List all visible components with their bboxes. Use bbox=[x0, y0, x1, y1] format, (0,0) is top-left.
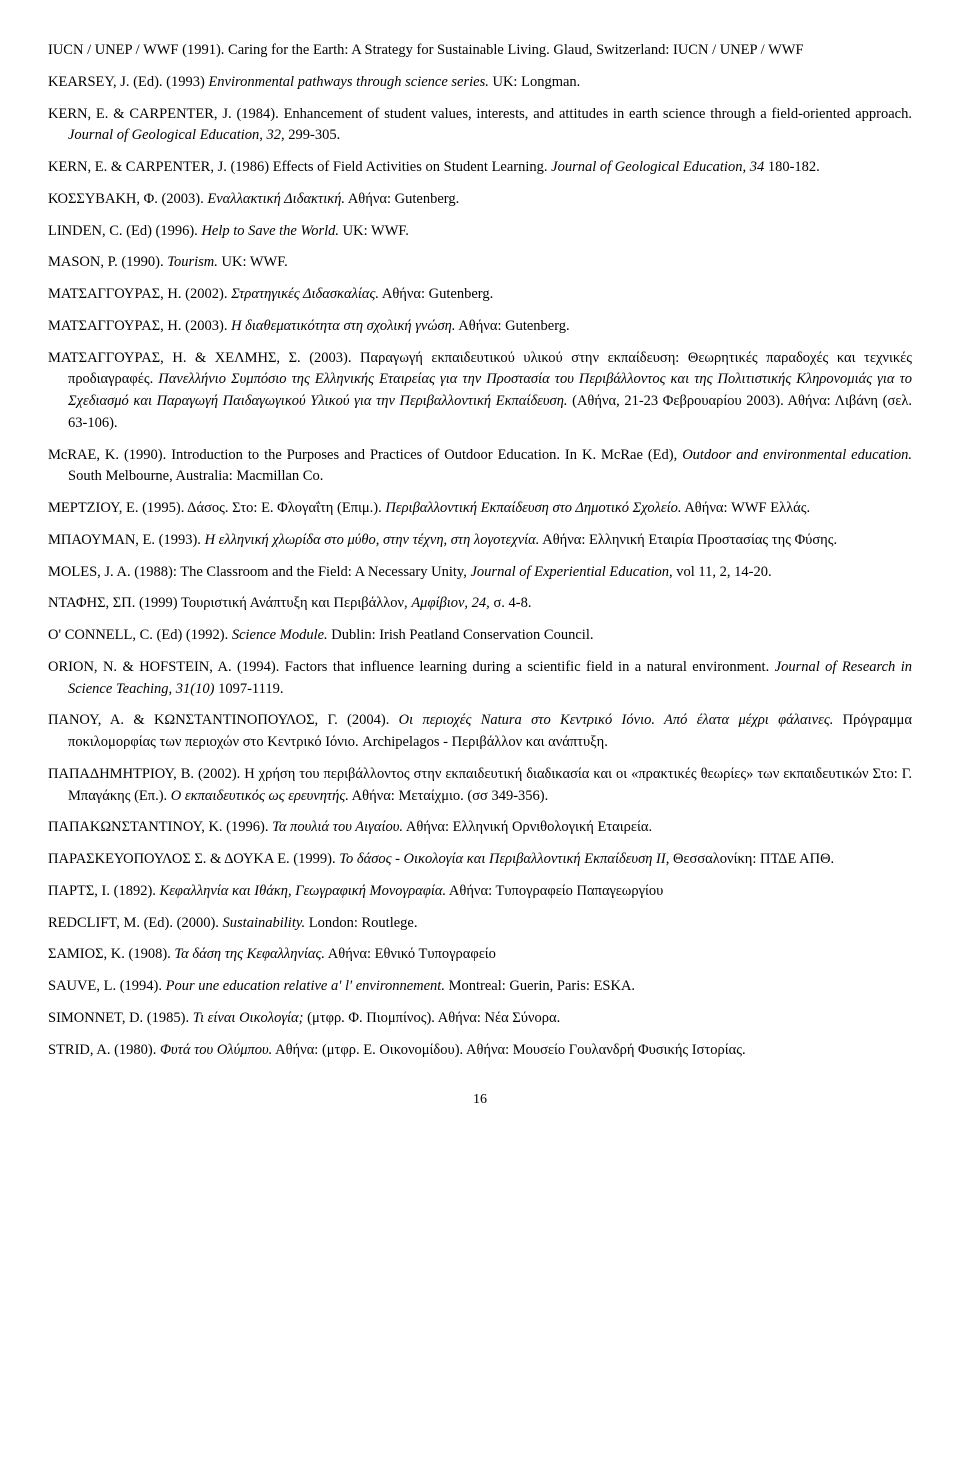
reference-entry: SIMONNET, D. (1985). Τι είναι Οικολογία;… bbox=[48, 1008, 912, 1030]
reference-entry: ΚΟΣΣΥΒΑΚΗ, Φ. (2003). Εναλλακτική Διδακτ… bbox=[48, 189, 912, 211]
reference-entry: ORION, N. & HOFSTEIN, A. (1994). Factors… bbox=[48, 657, 912, 701]
reference-entry: ΠΑΝΟΥ, Α. & ΚΩΝΣΤΑΝΤΙΝΟΠΟΥΛΟΣ, Γ. (2004)… bbox=[48, 710, 912, 754]
reference-entry: KERN, E. & CARPENTER, J. (1984). Enhance… bbox=[48, 104, 912, 148]
reference-entry: ΜΑΤΣΑΓΓΟΥΡΑΣ, Η. (2002). Στρατηγικές Διδ… bbox=[48, 284, 912, 306]
reference-entry: McRAE, K. (1990). Introduction to the Pu… bbox=[48, 445, 912, 489]
reference-entry: ΠΑΠΑΚΩΝΣΤΑΝΤΙΝΟΥ, Κ. (1996). Τα πουλιά τ… bbox=[48, 817, 912, 839]
reference-entry: ΝΤΑΦΗΣ, ΣΠ. (1999) Τουριστική Ανάπτυξη κ… bbox=[48, 593, 912, 615]
reference-entry: IUCN / UNEP / WWF (1991). Caring for the… bbox=[48, 40, 912, 62]
reference-entry: STRID, A. (1980). Φυτά του Ολύμπου. Αθήν… bbox=[48, 1040, 912, 1062]
reference-entry: KEARSEY, J. (Ed). (1993) Environmental p… bbox=[48, 72, 912, 94]
reference-entry: ΠΑΠΑΔΗΜΗΤΡΙΟΥ, Β. (2002). Η χρήση του πε… bbox=[48, 764, 912, 808]
reference-entry: SAUVE, L. (1994). Pour une education rel… bbox=[48, 976, 912, 998]
reference-entry: ΜΕΡΤΖΙΟΥ, Ε. (1995). Δάσος. Στο: Ε. Φλογ… bbox=[48, 498, 912, 520]
page-number: 16 bbox=[48, 1089, 912, 1110]
reference-entry: ΜΑΤΣΑΓΓΟΥΡΑΣ, Η. & ΧΕΛΜΗΣ, Σ. (2003). Πα… bbox=[48, 348, 912, 435]
reference-entry: ΜΠΑΟΥΜΑΝ, Ε. (1993). Η ελληνική χλωρίδα … bbox=[48, 530, 912, 552]
reference-entry: ΜΑΤΣΑΓΓΟΥΡΑΣ, Η. (2003). Η διαθεματικότη… bbox=[48, 316, 912, 338]
reference-entry: O' CONNELL, C. (Ed) (1992). Science Modu… bbox=[48, 625, 912, 647]
reference-entry: ΠΑΡΑΣΚΕΥΟΠΟΥΛΟΣ Σ. & ΔΟΥΚΑ Ε. (1999). Το… bbox=[48, 849, 912, 871]
reference-entry: ΠΑΡΤΣ, Ι. (1892). Κεφαλληνία και Ιθάκη, … bbox=[48, 881, 912, 903]
reference-entry: KERN, E. & CARPENTER, J. (1986) Effects … bbox=[48, 157, 912, 179]
reference-entry: ΣΑΜΙΟΣ, Κ. (1908). Τα δάση της Κεφαλληνί… bbox=[48, 944, 912, 966]
reference-entry: LINDEN, C. (Ed) (1996). Help to Save the… bbox=[48, 221, 912, 243]
reference-entry: REDCLIFT, M. (Ed). (2000). Sustainabilit… bbox=[48, 913, 912, 935]
reference-entry: MOLES, J. A. (1988): The Classroom and t… bbox=[48, 562, 912, 584]
reference-entry: MASON, P. (1990). Tourism. UK: WWF. bbox=[48, 252, 912, 274]
